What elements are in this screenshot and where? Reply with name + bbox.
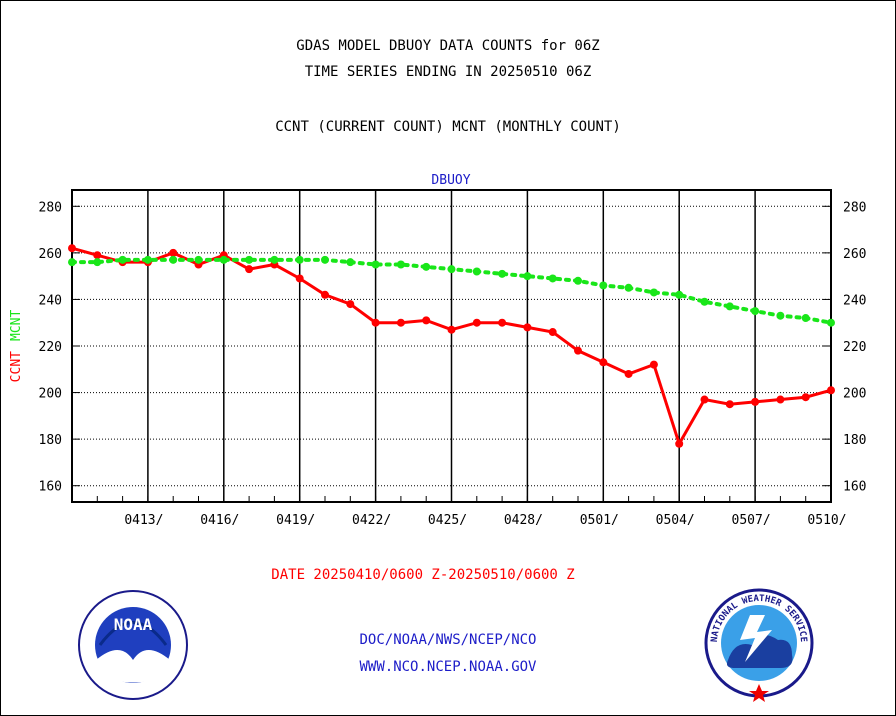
panel-title: DBUOY — [431, 173, 470, 188]
axis-ticks: 160 160 180 180 200 200 220 220 240 240 260 260 280 2… — [39, 200, 867, 528]
data-point-ccnt — [422, 316, 431, 325]
data-point-mcnt — [371, 260, 380, 269]
y-axis-label: CCNT MCNT — [9, 310, 24, 383]
data-point-ccnt — [776, 395, 785, 404]
y-tick-label-right: 260 — [843, 247, 866, 262]
data-point-mcnt — [472, 267, 481, 276]
data-point-ccnt — [371, 318, 380, 327]
x-tick-label: 0428/ — [504, 513, 543, 528]
data-point-mcnt — [801, 314, 810, 323]
data-point-ccnt — [599, 358, 608, 367]
data-point-mcnt — [321, 255, 329, 264]
data-point-mcnt — [649, 288, 658, 297]
data-point-ccnt — [675, 439, 684, 448]
data-point-mcnt — [574, 276, 582, 285]
data-point-ccnt — [321, 290, 329, 299]
data-point-mcnt — [751, 307, 760, 316]
data-point-mcnt — [396, 260, 405, 269]
data-point-ccnt — [548, 328, 557, 337]
data-point-ccnt — [700, 395, 709, 404]
grid-lines — [72, 190, 832, 502]
data-point-mcnt — [93, 258, 102, 267]
data-point-ccnt — [574, 346, 582, 355]
x-tick-label: 0425/ — [428, 513, 467, 528]
y-tick-label-right: 220 — [843, 340, 866, 355]
data-point-ccnt — [725, 400, 734, 409]
y-axis-label-ccnt: CCNT — [9, 351, 24, 382]
data-point-mcnt — [143, 255, 152, 264]
y-tick-label-left: 180 — [39, 433, 62, 448]
data-point-mcnt — [700, 297, 709, 306]
footer-path: DOC/NOAA/NWS/NCEP/NCO — [359, 632, 537, 648]
data-point-ccnt — [447, 325, 456, 334]
x-tick-label: 0419/ — [276, 513, 315, 528]
data-point-mcnt — [624, 283, 633, 292]
x-axis-label: DATE 20250410/0600 Z-20250510/0600 Z — [271, 567, 574, 583]
data-point-ccnt — [472, 318, 481, 327]
y-axis-label-mcnt: MCNT — [9, 310, 24, 341]
y-tick-label-left: 260 — [39, 247, 62, 262]
x-tick-label: 0413/ — [124, 513, 163, 528]
data-point-mcnt — [498, 269, 507, 278]
data-point-mcnt — [295, 255, 304, 264]
chart-title-line1: GDAS MODEL DBUOY DATA COUNTS for 06Z — [296, 38, 600, 54]
data-point-ccnt — [751, 397, 760, 406]
footer-url[interactable]: WWW.NCO.NCEP.NOAA.GOV — [359, 659, 537, 675]
nws-logo: NATIONAL WEATHER SERVICE — [704, 588, 814, 702]
data-point-ccnt — [245, 265, 254, 274]
data-point-ccnt — [801, 393, 810, 402]
data-point-mcnt — [725, 302, 734, 311]
x-tick-label: 0501/ — [580, 513, 619, 528]
data-point-ccnt — [523, 323, 532, 332]
x-tick-label: 0510/ — [807, 513, 846, 528]
data-point-mcnt — [169, 255, 178, 264]
chart-title-line3: CCNT (CURRENT COUNT) MCNT (MONTHLY COUNT… — [275, 119, 621, 135]
data-point-mcnt — [219, 255, 228, 264]
x-tick-label: 0416/ — [200, 513, 239, 528]
y-tick-label-left: 280 — [39, 200, 62, 215]
y-tick-label-left: 220 — [39, 340, 62, 355]
data-point-mcnt — [599, 281, 608, 290]
data-point-ccnt — [649, 360, 658, 369]
y-tick-label-right: 160 — [843, 480, 866, 495]
noaa-logo: NOAA — [78, 590, 188, 700]
data-point-mcnt — [194, 255, 203, 264]
data-point-ccnt — [68, 244, 76, 253]
x-tick-label: 0504/ — [656, 513, 695, 528]
data-point-mcnt — [270, 255, 279, 264]
data-point-mcnt — [68, 258, 76, 267]
data-point-mcnt — [776, 311, 785, 320]
y-tick-label-right: 240 — [843, 293, 866, 308]
y-tick-label-right: 280 — [843, 200, 866, 215]
noaa-logo-text: NOAA — [114, 615, 153, 634]
data-point-ccnt — [827, 386, 835, 395]
data-series — [68, 244, 835, 448]
data-point-ccnt — [498, 318, 507, 327]
y-tick-label-left: 200 — [39, 387, 62, 402]
chart-title-line2: TIME SERIES ENDING IN 20250510 06Z — [304, 64, 592, 80]
data-point-mcnt — [548, 274, 557, 283]
data-point-mcnt — [346, 258, 355, 267]
data-point-mcnt — [523, 272, 532, 281]
y-tick-label-left: 160 — [39, 480, 62, 495]
data-point-mcnt — [447, 265, 456, 274]
x-tick-label: 0507/ — [732, 513, 771, 528]
data-point-ccnt — [169, 248, 178, 257]
data-point-ccnt — [396, 318, 405, 327]
data-point-mcnt — [118, 255, 127, 264]
data-point-mcnt — [422, 262, 431, 271]
y-tick-label-right: 180 — [843, 433, 866, 448]
data-point-mcnt — [827, 318, 835, 327]
x-tick-label: 0422/ — [352, 513, 391, 528]
data-point-ccnt — [346, 300, 355, 309]
data-point-mcnt — [245, 255, 254, 264]
data-point-ccnt — [93, 251, 102, 260]
y-tick-label-left: 240 — [39, 293, 62, 308]
nws-star-icon — [749, 684, 769, 702]
data-point-ccnt — [624, 369, 633, 378]
data-point-ccnt — [295, 274, 304, 283]
y-tick-label-right: 200 — [843, 387, 866, 402]
data-point-mcnt — [675, 290, 684, 299]
